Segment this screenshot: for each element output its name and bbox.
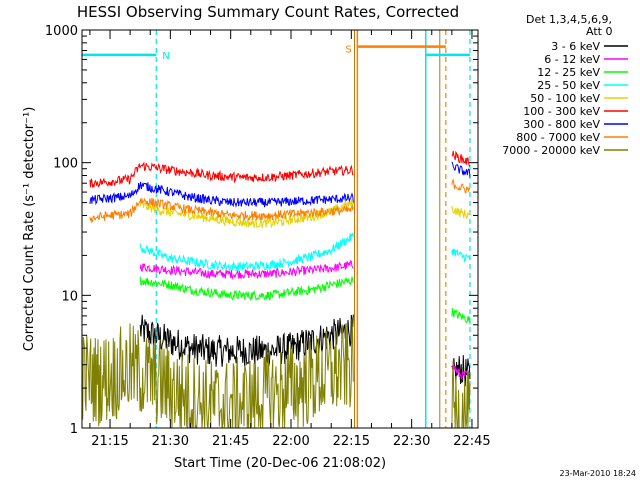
x-tick-label-21:45: 21:45 [212, 434, 249, 449]
series-line-800-7000-kev-2 [451, 178, 471, 194]
y-tick-label-1: 1 [70, 422, 78, 437]
series-line-50-100-kev-1 [139, 199, 354, 230]
legend-header-2: Att 0 [586, 25, 612, 38]
series-line-100-300-kev-2 [451, 150, 471, 167]
y-tick-label-10: 10 [61, 289, 78, 304]
series-line-6-12-kev-1 [139, 259, 354, 281]
y-tick-label-100: 100 [53, 157, 78, 172]
series-line-25-50-kev-2 [451, 248, 471, 263]
x-tick-label-22:15: 22:15 [333, 434, 370, 449]
series-line-300-800-kev-1 [89, 181, 354, 208]
x-tick-label-22:45: 22:45 [453, 434, 490, 449]
x-tick-label-21:30: 21:30 [152, 434, 189, 449]
series-line-12-25-kev-1 [139, 276, 354, 302]
legend-label: 12 - 25 keV [537, 66, 600, 79]
legend-label: 3 - 6 keV [551, 40, 600, 53]
night-label: N [162, 51, 169, 62]
legend-label: 6 - 12 keV [544, 53, 600, 66]
legend-header-1: Det 1,3,4,5,6,9, [526, 13, 612, 26]
legend-label: 50 - 100 keV [530, 92, 600, 105]
series-line-800-7000-kev-1 [89, 197, 354, 224]
legend-label: 7000 - 20000 keV [502, 144, 600, 157]
axes: 1 10 100 1000 21:15 21:30 21:45 22:00 22:15 22:30… [45, 24, 491, 449]
series-line-7000-20000-kev-1 [81, 318, 354, 429]
chart-title: HESSI Observing Summary Count Rates, Cor… [77, 3, 459, 21]
saa-label: S [345, 45, 351, 56]
x-tick-label-22:30: 22:30 [393, 434, 430, 449]
plot-frame [81, 29, 479, 429]
legend-label: 100 - 300 keV [523, 105, 600, 118]
series-line-25-50-kev-1 [139, 232, 354, 272]
series-line-12-25-kev-2 [451, 308, 471, 325]
y-tick-label-1000: 1000 [45, 24, 78, 39]
series-line-100-300-kev-1 [89, 161, 354, 188]
x-axis-label: Start Time (20-Dec-06 21:08:02) [174, 456, 386, 471]
series-line-300-800-kev-2 [451, 161, 471, 178]
series-line-3-6-kev-1 [139, 314, 354, 367]
legend-label: 300 - 800 keV [523, 118, 600, 131]
x-tick-label-21:15: 21:15 [91, 434, 128, 449]
series-line-50-100-kev-2 [451, 205, 471, 220]
x-tick-label-22:00: 22:00 [272, 434, 309, 449]
legend-label: 800 - 7000 keV [516, 131, 600, 144]
timestamp: 23-Mar-2010 18:24 [560, 469, 637, 478]
plot-area: NS [81, 30, 471, 429]
y-axis-label: Corrected Count Rate (s⁻¹ detector⁻¹) [22, 107, 37, 352]
legend-label: 25 - 50 keV [537, 79, 600, 92]
